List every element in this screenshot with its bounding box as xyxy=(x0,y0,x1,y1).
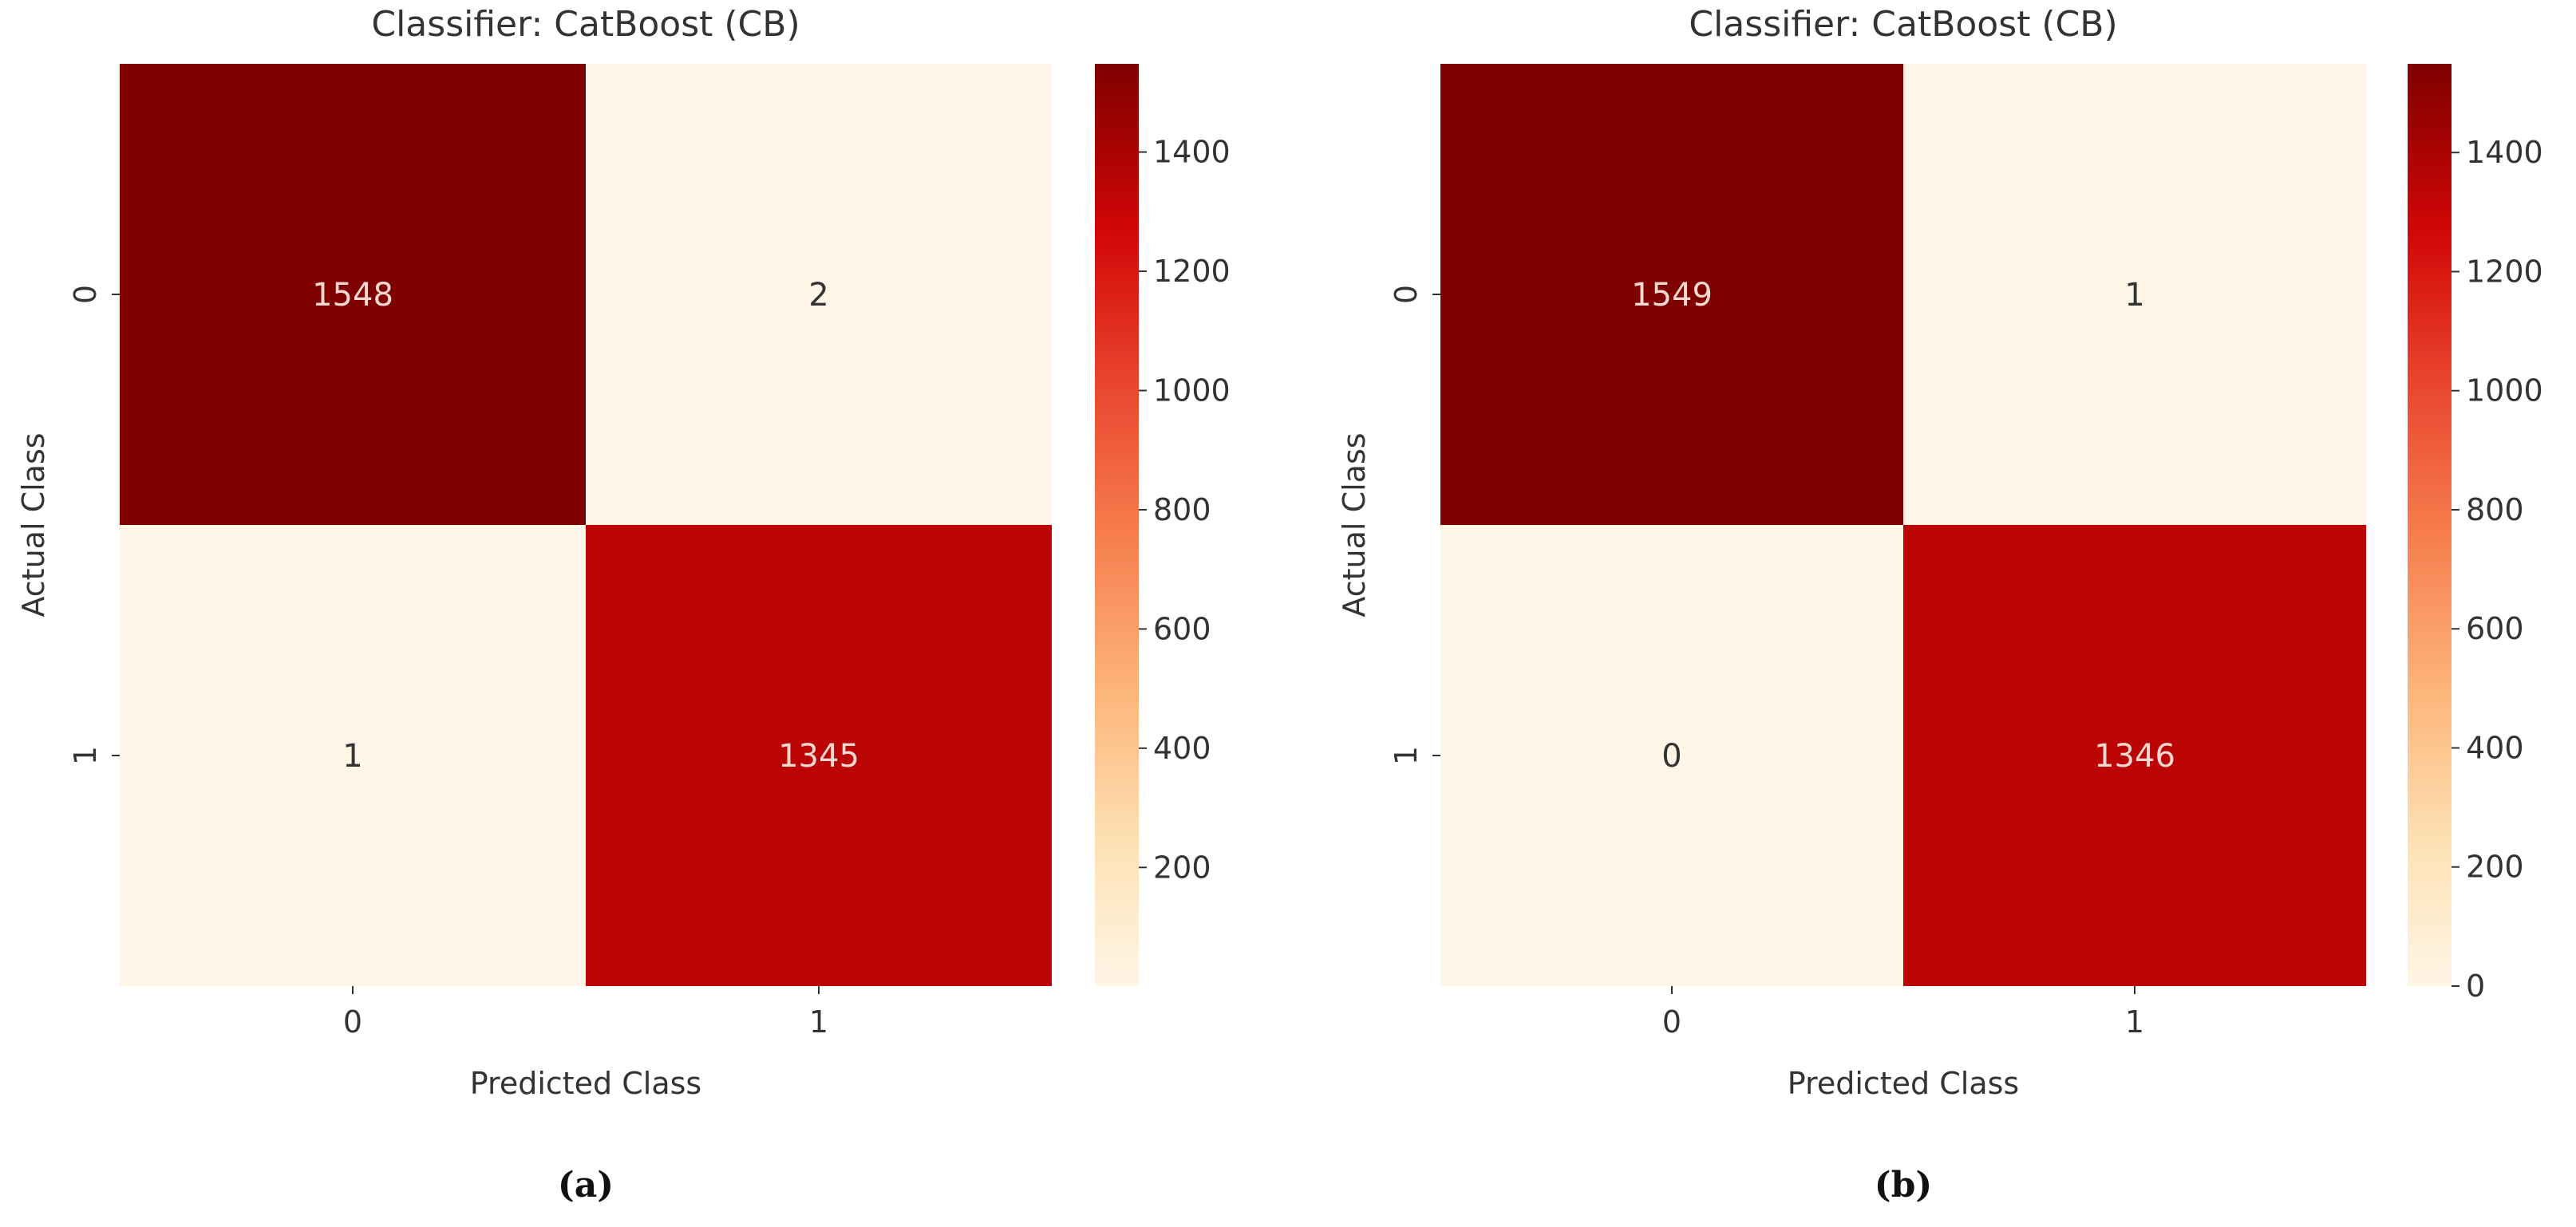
colorbar-tick-label-1: 400 xyxy=(1153,731,1211,766)
y-tick-label-0: 0 xyxy=(1389,285,1424,304)
x-tick-label-0: 0 xyxy=(343,1004,362,1040)
y-axis-label: Actual Class xyxy=(1337,432,1372,617)
colorbar-tick-label-7: 1400 xyxy=(2466,135,2543,170)
x-tick-label-0: 0 xyxy=(1662,1004,1681,1040)
colorbar-tick-label-6: 1400 xyxy=(1153,135,1231,170)
y-tick-label-1: 1 xyxy=(1389,746,1424,765)
chart-title: Classifier: CatBoost (CB) xyxy=(1689,4,2117,45)
y-axis-label: Actual Class xyxy=(16,432,51,617)
heatmap-cell-1-0 xyxy=(120,525,586,986)
colorbar-gradient xyxy=(1095,64,1139,986)
cell-value-1-0: 0 xyxy=(1661,738,1681,775)
cell-value-0-1: 1 xyxy=(2124,277,2144,314)
panel-label: (a) xyxy=(558,1165,614,1205)
colorbar-tick-label-0: 200 xyxy=(1153,850,1211,885)
cell-value-1-0: 1 xyxy=(342,738,362,775)
heatmap-cell-0-0 xyxy=(1440,64,1903,525)
colorbar-gradient xyxy=(2408,64,2452,986)
heatmap-cell-0-1 xyxy=(1903,64,2366,525)
colorbar: 200 400 600 800 1000 1200 1400 xyxy=(1095,64,1231,986)
cell-value-1-1: 1346 xyxy=(2094,738,2175,775)
colorbar-tick-label-1: 200 xyxy=(2466,850,2524,885)
x-tick-label-1: 1 xyxy=(809,1004,828,1040)
colorbar-tick-label-3: 600 xyxy=(2466,611,2524,646)
x-tick-label-1: 1 xyxy=(2125,1004,2144,1040)
colorbar-tick-label-0: 0 xyxy=(2466,969,2485,1004)
panel-b: Classifier: CatBoost (CB)Feature selecte… xyxy=(1337,4,2543,1205)
cell-value-0-0: 1549 xyxy=(1631,277,1713,314)
colorbar-tick-label-5: 1000 xyxy=(2466,373,2543,408)
heatmap-cell-1-0 xyxy=(1440,525,1903,986)
heatmap-cell-1-1 xyxy=(1903,525,2366,986)
panel-a: Classifier: CatBoost (CB)Features select… xyxy=(16,4,1231,1205)
colorbar-tick-label-4: 1000 xyxy=(1153,373,1231,408)
colorbar-tick-label-5: 1200 xyxy=(1153,254,1231,289)
colorbar-tick-label-3: 800 xyxy=(1153,492,1211,527)
chart-title: Classifier: CatBoost (CB) xyxy=(371,4,800,45)
colorbar: 0 200 400 600 800 1000 1200 1400 xyxy=(2408,64,2543,1004)
panel-label: (b) xyxy=(1875,1165,1932,1205)
y-tick-label-0: 0 xyxy=(68,285,103,304)
cell-value-0-1: 2 xyxy=(808,277,828,314)
heatmap-cell-0-1 xyxy=(586,64,1052,525)
colorbar-tick-label-2: 600 xyxy=(1153,611,1211,646)
x-axis-label: Predicted Class xyxy=(470,1066,701,1101)
x-axis-label: Predicted Class xyxy=(1788,1066,2019,1101)
y-tick-label-1: 1 xyxy=(68,746,103,765)
colorbar-tick-label-2: 400 xyxy=(2466,730,2524,765)
colorbar-tick-label-4: 800 xyxy=(2466,492,2524,527)
colorbar-tick-label-6: 1200 xyxy=(2466,254,2543,289)
heatmap-cells: 1548 2 1 1345 xyxy=(120,64,1052,986)
heatmap-cells: 1549 1 0 1346 xyxy=(1440,64,2366,986)
heatmap-cell-0-0 xyxy=(120,64,586,525)
cell-value-0-0: 1548 xyxy=(312,277,393,314)
cell-value-1-1: 1345 xyxy=(778,738,859,775)
heatmap-cell-1-1 xyxy=(586,525,1052,986)
